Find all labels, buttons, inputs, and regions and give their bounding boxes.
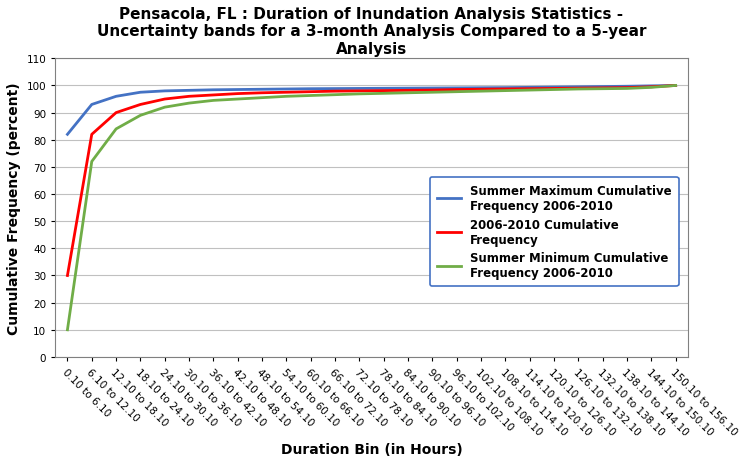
Summer Maximum Cumulative
Frequency 2006-2010 [574,85,583,90]
Summer Minimum Cumulative
Frequency 2006-2010 [598,87,607,92]
Summer Minimum Cumulative
Frequency 2006-2010 [574,87,583,93]
Summer Maximum Cumulative
Frequency 2006-2010 [355,87,364,92]
2006-2010 Cumulative
Frequency [379,88,388,94]
Summer Maximum Cumulative
Frequency 2006-2010 [428,86,437,92]
Summer Minimum Cumulative
Frequency 2006-2010 [87,159,96,165]
Summer Minimum Cumulative
Frequency 2006-2010 [622,87,631,92]
Summer Maximum Cumulative
Frequency 2006-2010 [185,88,193,94]
Summer Minimum Cumulative
Frequency 2006-2010 [550,88,559,93]
Summer Minimum Cumulative
Frequency 2006-2010 [63,327,72,333]
Summer Minimum Cumulative
Frequency 2006-2010 [306,94,315,99]
Summer Minimum Cumulative
Frequency 2006-2010 [282,94,291,100]
2006-2010 Cumulative
Frequency [282,90,291,96]
Summer Minimum Cumulative
Frequency 2006-2010 [379,91,388,97]
Summer Maximum Cumulative
Frequency 2006-2010 [403,86,412,92]
Summer Maximum Cumulative
Frequency 2006-2010 [598,85,607,90]
2006-2010 Cumulative
Frequency [452,88,461,93]
2006-2010 Cumulative
Frequency [136,102,145,108]
2006-2010 Cumulative
Frequency [258,91,267,96]
Summer Minimum Cumulative
Frequency 2006-2010 [647,85,656,91]
2006-2010 Cumulative
Frequency [306,90,315,95]
2006-2010 Cumulative
Frequency [598,86,607,92]
Summer Maximum Cumulative
Frequency 2006-2010 [452,86,461,92]
Title: Pensacola, FL : Duration of Inundation Analysis Statistics -
Uncertainty bands f: Pensacola, FL : Duration of Inundation A… [97,7,646,56]
Summer Maximum Cumulative
Frequency 2006-2010 [306,87,315,92]
Summer Maximum Cumulative
Frequency 2006-2010 [258,88,267,93]
Summer Minimum Cumulative
Frequency 2006-2010 [136,113,145,119]
Summer Minimum Cumulative
Frequency 2006-2010 [185,101,193,106]
2006-2010 Cumulative
Frequency [647,85,656,90]
Summer Minimum Cumulative
Frequency 2006-2010 [331,93,340,98]
Summer Minimum Cumulative
Frequency 2006-2010 [501,88,510,94]
Summer Maximum Cumulative
Frequency 2006-2010 [87,102,96,108]
2006-2010 Cumulative
Frequency [403,88,412,94]
X-axis label: Duration Bin (in Hours): Duration Bin (in Hours) [281,442,462,456]
2006-2010 Cumulative
Frequency [477,88,486,93]
Line: Summer Minimum Cumulative
Frequency 2006-2010: Summer Minimum Cumulative Frequency 2006… [67,86,675,330]
Line: 2006-2010 Cumulative
Frequency: 2006-2010 Cumulative Frequency [67,86,675,276]
Summer Maximum Cumulative
Frequency 2006-2010 [282,87,291,93]
Summer Maximum Cumulative
Frequency 2006-2010 [671,83,680,89]
2006-2010 Cumulative
Frequency [63,273,72,279]
Summer Minimum Cumulative
Frequency 2006-2010 [452,90,461,95]
Summer Minimum Cumulative
Frequency 2006-2010 [209,98,218,104]
Summer Minimum Cumulative
Frequency 2006-2010 [258,96,267,101]
2006-2010 Cumulative
Frequency [501,87,510,93]
Summer Maximum Cumulative
Frequency 2006-2010 [136,90,145,96]
Summer Maximum Cumulative
Frequency 2006-2010 [233,88,242,93]
2006-2010 Cumulative
Frequency [550,87,559,92]
Summer Minimum Cumulative
Frequency 2006-2010 [355,92,364,97]
Legend: Summer Maximum Cumulative
Frequency 2006-2010, 2006-2010 Cumulative
Frequency, S: Summer Maximum Cumulative Frequency 2006… [430,177,679,287]
2006-2010 Cumulative
Frequency [209,93,218,99]
Summer Maximum Cumulative
Frequency 2006-2010 [209,88,218,94]
2006-2010 Cumulative
Frequency [233,92,242,97]
Summer Maximum Cumulative
Frequency 2006-2010 [622,84,631,90]
Summer Minimum Cumulative
Frequency 2006-2010 [477,89,486,95]
2006-2010 Cumulative
Frequency [574,86,583,92]
Summer Maximum Cumulative
Frequency 2006-2010 [647,84,656,89]
2006-2010 Cumulative
Frequency [428,88,437,94]
2006-2010 Cumulative
Frequency [111,111,120,116]
Summer Minimum Cumulative
Frequency 2006-2010 [161,105,170,111]
Summer Maximum Cumulative
Frequency 2006-2010 [525,85,534,91]
2006-2010 Cumulative
Frequency [331,89,340,95]
Summer Maximum Cumulative
Frequency 2006-2010 [63,132,72,138]
Y-axis label: Cumulative Frequency (percent): Cumulative Frequency (percent) [7,82,21,334]
2006-2010 Cumulative
Frequency [525,87,534,92]
2006-2010 Cumulative
Frequency [161,97,170,103]
2006-2010 Cumulative
Frequency [355,89,364,94]
2006-2010 Cumulative
Frequency [87,132,96,138]
Summer Maximum Cumulative
Frequency 2006-2010 [111,94,120,100]
2006-2010 Cumulative
Frequency [671,83,680,89]
Summer Maximum Cumulative
Frequency 2006-2010 [161,89,170,94]
Summer Minimum Cumulative
Frequency 2006-2010 [671,83,680,89]
Summer Maximum Cumulative
Frequency 2006-2010 [379,86,388,92]
Summer Minimum Cumulative
Frequency 2006-2010 [403,91,412,96]
Summer Maximum Cumulative
Frequency 2006-2010 [550,85,559,91]
2006-2010 Cumulative
Frequency [622,86,631,91]
Summer Minimum Cumulative
Frequency 2006-2010 [233,97,242,103]
Summer Minimum Cumulative
Frequency 2006-2010 [525,88,534,94]
Line: Summer Maximum Cumulative
Frequency 2006-2010: Summer Maximum Cumulative Frequency 2006… [67,86,675,135]
Summer Minimum Cumulative
Frequency 2006-2010 [111,127,120,132]
Summer Minimum Cumulative
Frequency 2006-2010 [428,90,437,96]
Summer Maximum Cumulative
Frequency 2006-2010 [477,86,486,91]
Summer Maximum Cumulative
Frequency 2006-2010 [331,87,340,92]
Summer Maximum Cumulative
Frequency 2006-2010 [501,86,510,91]
2006-2010 Cumulative
Frequency [185,94,193,100]
